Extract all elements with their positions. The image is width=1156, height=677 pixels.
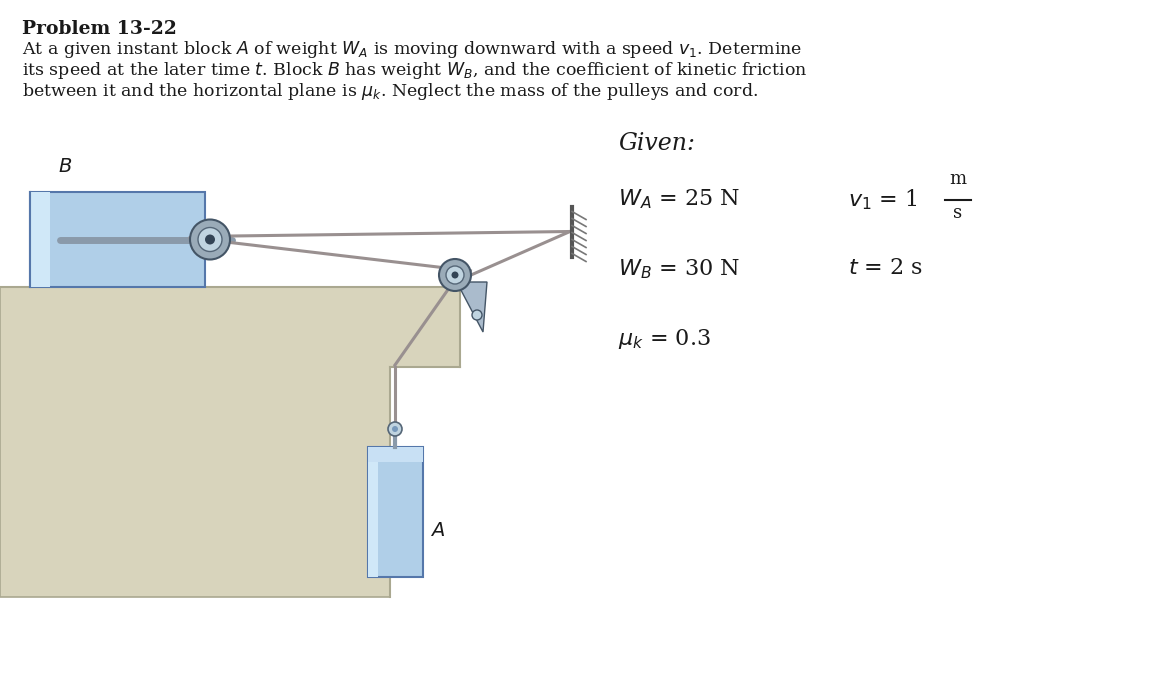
Text: Given:: Given: xyxy=(618,132,695,155)
Text: Problem 13-22: Problem 13-22 xyxy=(22,20,177,38)
Text: $v_1$ = 1: $v_1$ = 1 xyxy=(849,187,918,212)
Circle shape xyxy=(205,234,215,244)
Text: between it and the horizontal plane is $\mu_k$. Neglect the mass of the pulleys : between it and the horizontal plane is $… xyxy=(22,81,758,102)
Bar xyxy=(368,447,378,577)
Text: s: s xyxy=(954,204,963,222)
Text: $t$ = 2 s: $t$ = 2 s xyxy=(849,257,922,279)
Bar xyxy=(368,447,422,462)
Text: its speed at the later time $t$. Block $B$ has weight $W_B$, and the coefficient: its speed at the later time $t$. Block $… xyxy=(22,60,807,81)
Circle shape xyxy=(198,227,222,251)
Bar xyxy=(30,192,50,287)
Polygon shape xyxy=(0,287,460,597)
Bar xyxy=(368,447,422,577)
Circle shape xyxy=(452,271,459,278)
Text: $A$: $A$ xyxy=(430,523,445,540)
Text: $\mu_k$ = 0.3: $\mu_k$ = 0.3 xyxy=(618,327,711,351)
Circle shape xyxy=(446,266,464,284)
Polygon shape xyxy=(453,275,487,332)
Bar xyxy=(30,192,205,287)
Text: $W_A$ = 25 N: $W_A$ = 25 N xyxy=(618,187,740,211)
Text: $W_B$ = 30 N: $W_B$ = 30 N xyxy=(618,257,740,280)
Circle shape xyxy=(190,219,230,259)
Circle shape xyxy=(392,426,398,432)
Text: m: m xyxy=(949,170,966,188)
Circle shape xyxy=(439,259,470,291)
Text: At a given instant block $A$ of weight $W_A$ is moving downward with a speed $v_: At a given instant block $A$ of weight $… xyxy=(22,39,802,60)
Circle shape xyxy=(388,422,402,436)
Text: $B$: $B$ xyxy=(58,158,72,176)
Circle shape xyxy=(472,310,482,320)
